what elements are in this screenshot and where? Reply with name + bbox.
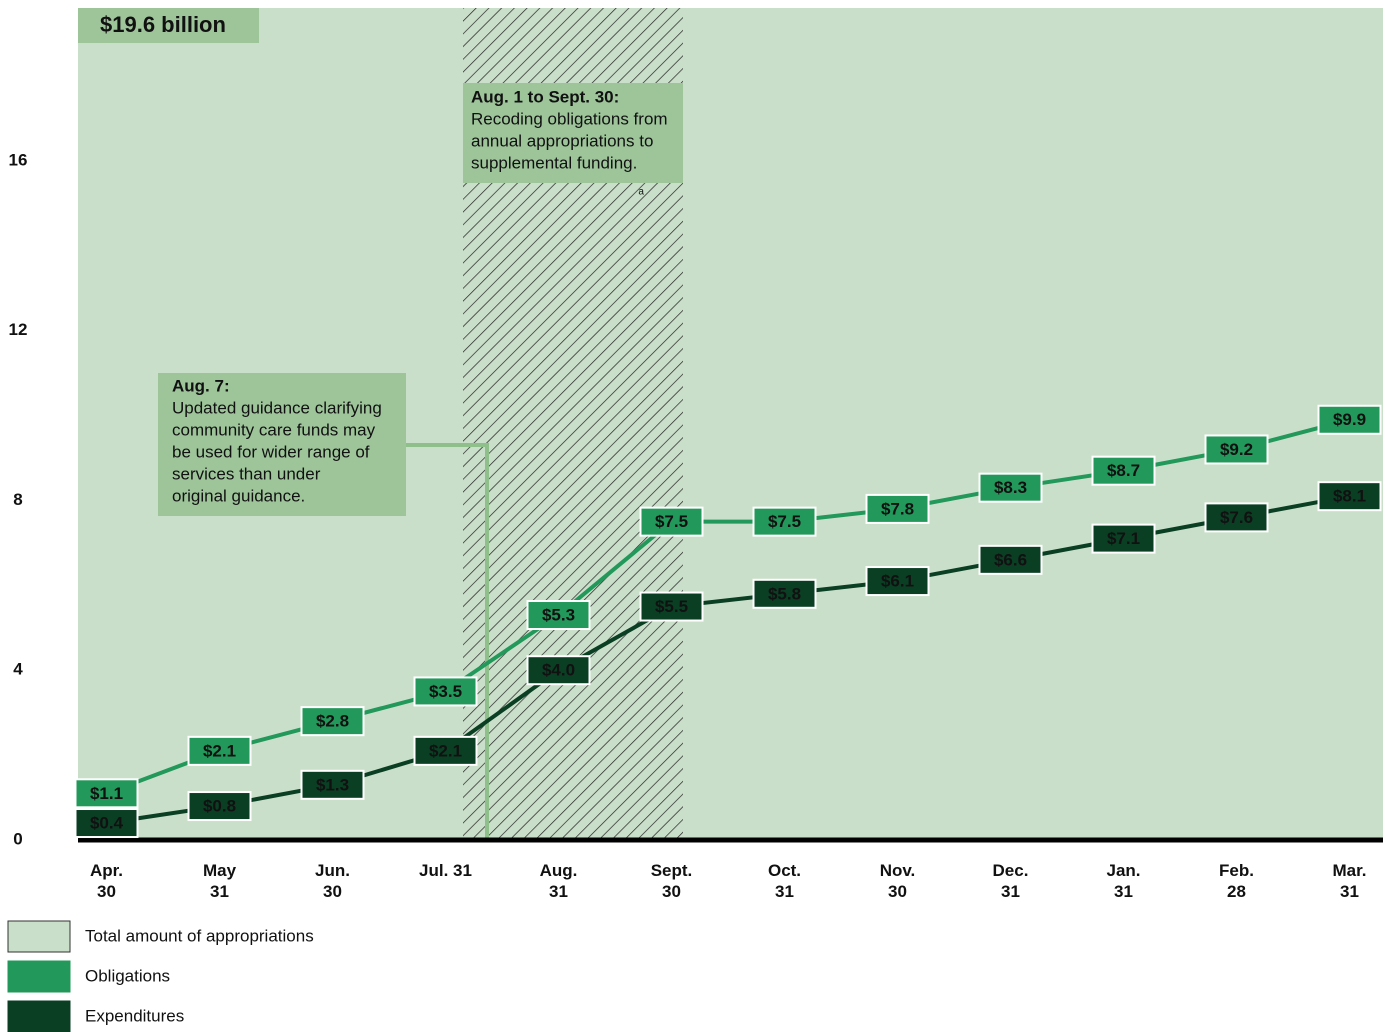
value-label: $2.8 — [316, 712, 349, 731]
value-box — [978, 472, 1043, 503]
value-box — [865, 566, 930, 597]
annotation-text: Updated guidance clarifying — [172, 398, 382, 417]
y-tick-label: 0 — [13, 829, 22, 848]
x-tick-label: Apr. 30 — [89, 861, 124, 901]
value-label: $0.8 — [203, 797, 236, 816]
value-box — [187, 791, 252, 822]
value-label: $5.3 — [542, 606, 575, 625]
value-label: $8.1 — [1333, 487, 1366, 506]
annotation: Aug. 7: Updated guidance clarifying commun… — [158, 373, 406, 516]
value-label: $0.4 — [90, 814, 124, 833]
legend-swatch — [7, 1000, 71, 1032]
value-box — [1317, 481, 1382, 512]
value-box — [1091, 523, 1156, 554]
value-label: $7.5 — [655, 512, 688, 531]
value-box — [526, 600, 591, 631]
annotation-title: Aug. 1 to Sept. 30: — [471, 87, 619, 106]
value-label: $3.5 — [429, 682, 462, 701]
annotation-title: Aug. 7: — [172, 376, 230, 395]
x-tick-label: Dec. 31 — [992, 861, 1029, 901]
value-label: $1.3 — [316, 775, 349, 794]
legend-label: Total amount of appropriations — [85, 926, 314, 945]
footnote-marker: a — [638, 187, 644, 198]
value-box — [526, 655, 591, 686]
value-label: $8.3 — [994, 478, 1027, 497]
value-box — [1091, 455, 1156, 486]
annotation-text: Recoding obligations from — [471, 109, 668, 128]
total-label-box — [78, 8, 259, 43]
annotation-text: annual appropriations to — [471, 131, 653, 150]
x-tick-label: Aug. 31 — [539, 861, 578, 901]
value-box — [1204, 502, 1269, 533]
value-box — [74, 778, 139, 809]
value-label: $6.1 — [881, 572, 914, 591]
y-tick-label: 8 — [13, 490, 22, 509]
annotation: Aug. 1 to Sept. 30: Recoding obligations … — [463, 83, 683, 198]
value-box — [865, 493, 930, 524]
x-tick-label: Mar. 31 — [1332, 861, 1367, 901]
y-tick-label: 4 — [13, 660, 23, 679]
x-tick-label: May 31 — [202, 861, 237, 901]
value-label: $7.8 — [881, 499, 914, 518]
value-box — [1317, 404, 1382, 435]
value-label: $9.2 — [1220, 440, 1253, 459]
legend-swatch — [7, 920, 71, 953]
annotation-text: supplemental funding. — [471, 153, 637, 172]
legend-label: Obligations — [85, 966, 170, 985]
value-box — [300, 769, 365, 800]
annotation-text: community care funds may — [172, 420, 376, 439]
value-label: $4.0 — [542, 661, 575, 680]
value-box — [187, 735, 252, 766]
y-tick-label: 16 — [9, 150, 28, 169]
value-box — [639, 591, 704, 622]
x-tick-label: Feb. 28 — [1219, 861, 1254, 901]
value-label: $6.6 — [994, 550, 1027, 569]
x-tick-label: Oct. 31 — [767, 861, 802, 901]
legend-swatch — [7, 960, 71, 993]
annotation-box — [158, 373, 406, 516]
x-tick-label: Jun. 30 — [315, 861, 350, 901]
annotation-text: original guidance. — [172, 486, 305, 505]
value-label: $1.1 — [90, 784, 123, 803]
x-tick-label: Jan. 31 — [1106, 861, 1141, 901]
value-label: $2.1 — [429, 741, 462, 760]
annotation-connector — [405, 443, 489, 840]
value-box — [413, 735, 478, 766]
value-label: $7.6 — [1220, 508, 1253, 527]
legend-label: Expenditures — [85, 1006, 184, 1025]
value-box — [639, 506, 704, 537]
y-tick-label: 12 — [9, 320, 28, 339]
value-box — [1204, 434, 1269, 465]
x-tick-label: Sept. 30 — [650, 861, 693, 901]
value-box — [413, 676, 478, 707]
annotation-text: services than under — [172, 464, 321, 483]
value-label: $9.9 — [1333, 410, 1366, 429]
annotation-box — [463, 83, 683, 183]
annotation-text: be used for wider range of — [172, 442, 370, 461]
value-label: $5.5 — [655, 597, 688, 616]
value-label: $5.8 — [768, 584, 801, 603]
value-label: $8.7 — [1107, 461, 1140, 480]
x-tick-label: Nov. 30 — [879, 861, 916, 901]
x-tick-label: Jul. 31 — [419, 861, 472, 880]
value-label: $2.1 — [203, 741, 236, 760]
value-box — [752, 578, 817, 609]
value-box — [74, 808, 139, 839]
value-label: $7.5 — [768, 512, 801, 531]
value-box — [300, 706, 365, 737]
value-label: $7.1 — [1107, 529, 1140, 548]
value-box — [752, 506, 817, 537]
total-label: $19.6 billion — [100, 12, 226, 37]
value-box — [978, 544, 1043, 575]
